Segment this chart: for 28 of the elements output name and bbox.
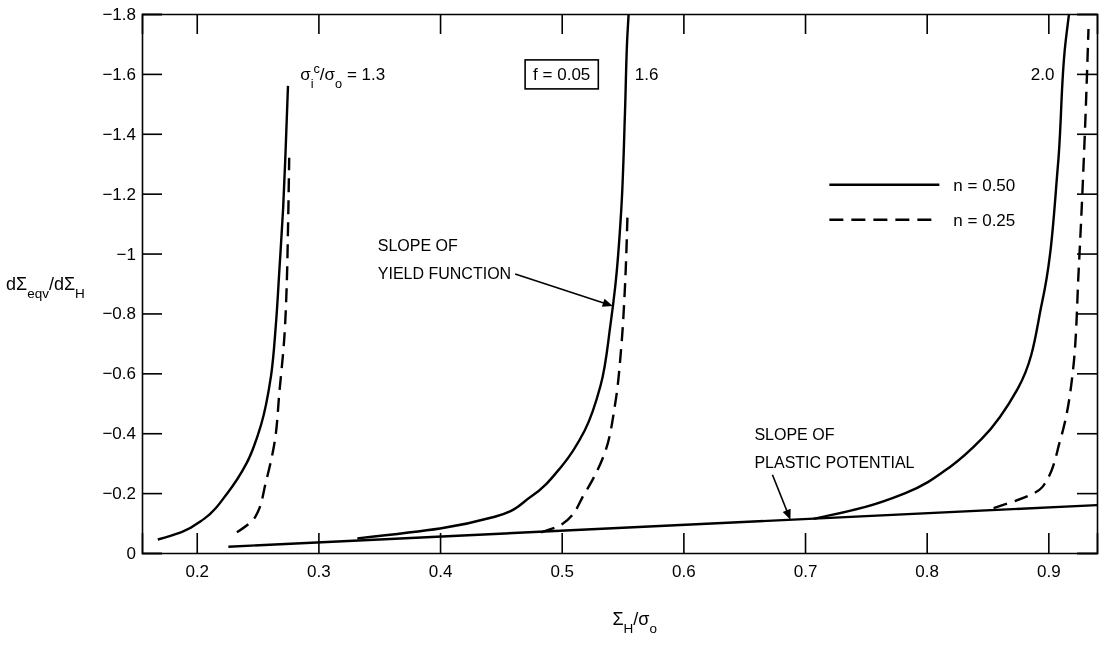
x-tick-label: 0.4	[428, 562, 453, 582]
x-axis-title: Σ$_{H}$/σ$_{o}$	[612, 609, 657, 636]
annotation: 1.6	[634, 64, 659, 84]
y-tick-label: −1.4	[102, 124, 136, 144]
y-tick-label: −0.6	[102, 364, 136, 384]
annotation: 2.0	[1030, 64, 1055, 84]
annotation: f = 0.05	[533, 64, 591, 84]
x-tick-label: 0.6	[672, 562, 696, 582]
annotation: SLOPE OF YIELD FUNCTION	[377, 236, 512, 282]
text: n = 0.25	[953, 210, 1016, 230]
x-tick-label: 0.2	[185, 562, 210, 582]
x-tick-label: 0.3	[307, 562, 331, 582]
x-tick-label: 0.5	[550, 562, 575, 582]
y-tick-label: −0.2	[102, 484, 136, 504]
x-tick-label: 0.8	[915, 562, 939, 582]
y-tick-label: −1	[116, 244, 136, 264]
y-tick-label: −1.8	[102, 4, 136, 24]
y-tick-label: −0.4	[102, 424, 136, 444]
x-tick-label: 0.7	[793, 562, 818, 582]
y-tick-label: −0.8	[102, 304, 136, 324]
annotation: σ$_{i}$$^{c}$/σ$_{o}$ = 1.3	[300, 60, 386, 91]
y-tick-label: −1.6	[102, 64, 136, 84]
y-tick-label: −1.2	[102, 184, 136, 204]
y-axis-title: dΣ$_{eqv}$/dΣ$_{H}$	[6, 273, 85, 300]
x-tick-label: 0.9	[1037, 562, 1061, 582]
annotation: SLOPE OF PLASTIC POTENTIAL	[754, 425, 915, 471]
text: n = 0.50	[953, 175, 1016, 195]
y-tick-label: 0	[126, 543, 136, 563]
